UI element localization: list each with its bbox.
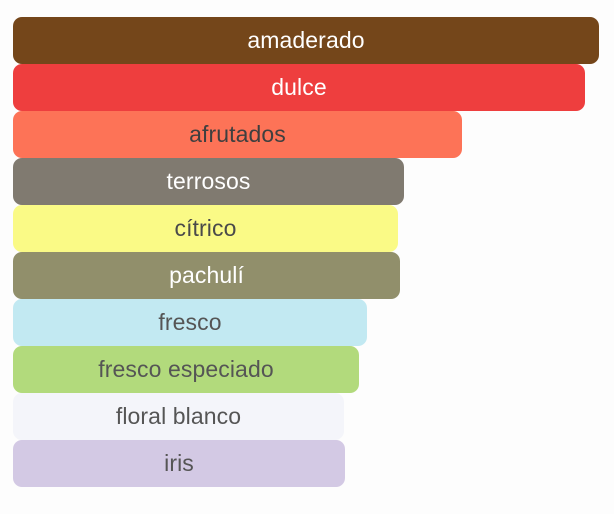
bar-label: cítrico [174, 215, 237, 241]
bar-label: pachulí [169, 262, 244, 288]
bar-iris[interactable]: iris [13, 440, 345, 487]
bar-label: terrosos [166, 168, 251, 194]
bar-row: fresco [13, 299, 614, 346]
bars-container: amaderado dulce afrutados terrosos cítri… [13, 17, 614, 497]
bar-row: pachulí [13, 252, 614, 299]
bar-citrico[interactable]: cítrico [13, 205, 398, 252]
bar-row: amaderado [13, 17, 614, 64]
bar-row: floral blanco [13, 393, 614, 440]
bar-row: cítrico [13, 205, 614, 252]
bar-label: floral blanco [115, 403, 242, 429]
bar-label: fresco especiado [98, 356, 274, 382]
bar-amaderado[interactable]: amaderado [13, 17, 599, 64]
bar-fresco[interactable]: fresco [13, 299, 367, 346]
bar-terrosos[interactable]: terrosos [13, 158, 404, 205]
bar-label: amaderado [247, 27, 365, 53]
bar-row: iris [13, 440, 614, 487]
bar-row: dulce [13, 64, 614, 111]
bar-floral-blanco[interactable]: floral blanco [13, 393, 344, 440]
bar-label: dulce [271, 74, 327, 100]
bar-row: terrosos [13, 158, 614, 205]
bar-label: afrutados [189, 121, 286, 147]
bar-afrutados[interactable]: afrutados [13, 111, 462, 158]
bar-row: fresco especiado [13, 346, 614, 393]
bar-label: fresco [158, 309, 222, 335]
bar-pachuli[interactable]: pachulí [13, 252, 400, 299]
bar-label: iris [164, 450, 194, 476]
bar-row: afrutados [13, 111, 614, 158]
bar-dulce[interactable]: dulce [13, 64, 585, 111]
bar-fresco-especiado[interactable]: fresco especiado [13, 346, 359, 393]
